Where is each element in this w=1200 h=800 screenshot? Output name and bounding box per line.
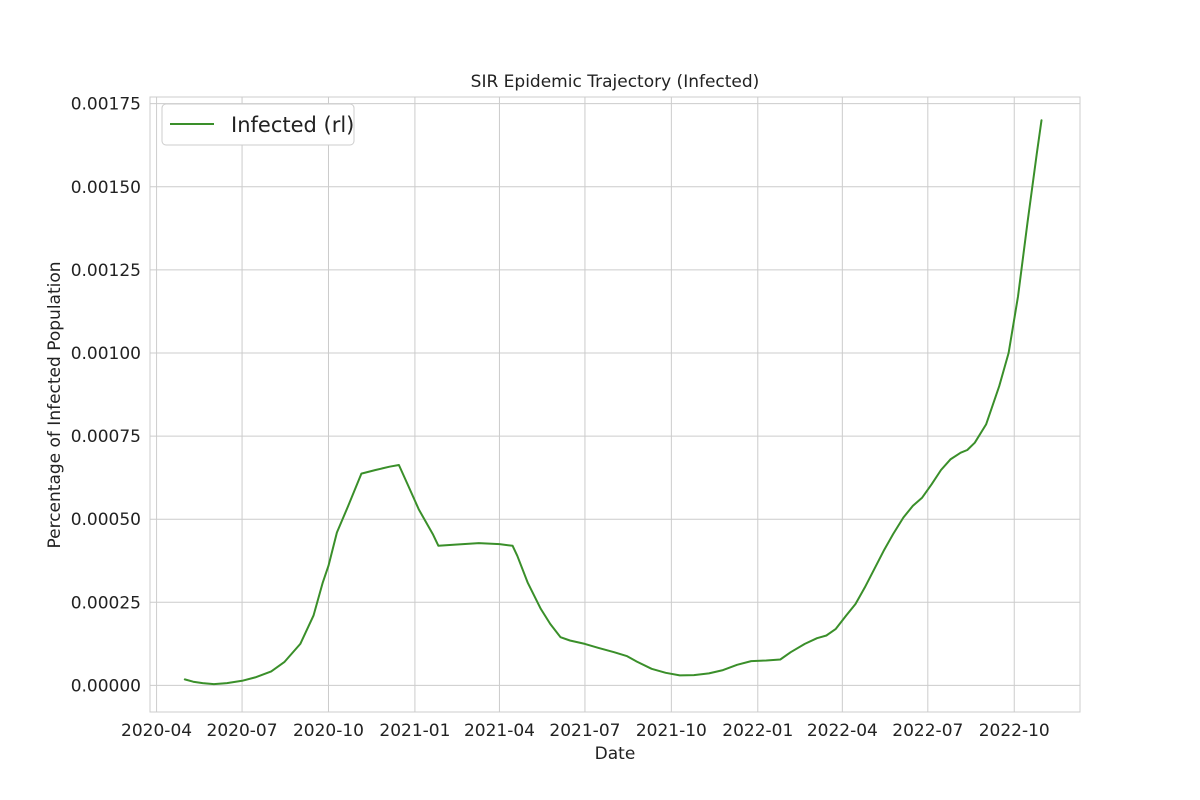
y-tick-label: 0.00125 [71, 261, 141, 281]
x-tick-label: 2021-10 [636, 721, 707, 741]
y-tick-label: 0.00075 [71, 427, 141, 447]
legend-label: Infected (rl) [231, 113, 354, 137]
legend-box [161, 103, 355, 146]
y-axis-label: Percentage of Infected Population [45, 261, 65, 548]
grid-lines [150, 97, 1080, 712]
y-axis-ticks: 0.00000 0.00025 0.00050 0.00075 0.00100 0.001… [71, 95, 141, 697]
series-line-infected [183, 119, 1043, 686]
x-tick-label: 2022-04 [807, 721, 878, 741]
y-tick-label: 0.00050 [71, 510, 141, 530]
y-tick-label: 0.00100 [71, 344, 141, 364]
y-tick-label: 0.00025 [71, 593, 141, 613]
x-tick-label: 2020-07 [207, 721, 278, 741]
x-axis-ticks: 2020-04 2020-07 2020-10 2021-01 2021-04 2021-… [121, 721, 1050, 741]
x-tick-label: 2021-07 [549, 721, 620, 741]
x-tick-label: 2022-01 [722, 721, 793, 741]
y-tick-label: 0.00150 [71, 178, 141, 198]
chart-title: SIR Epidemic Trajectory (Infected) [471, 72, 760, 92]
x-axis-label: Date [595, 744, 636, 764]
x-tick-label: 2020-04 [121, 721, 192, 741]
x-tick-label: 2022-07 [892, 721, 963, 741]
x-tick-label: 2021-04 [464, 721, 535, 741]
x-tick-label: 2021-01 [379, 721, 450, 741]
series-layer [183, 119, 1043, 686]
x-tick-label: 2022-10 [979, 721, 1050, 741]
plot-area [149, 96, 1081, 713]
x-tick-label: 2020-10 [293, 721, 364, 741]
legend: Infected (rl) [161, 103, 355, 146]
y-tick-label: 0.00000 [71, 676, 141, 696]
y-tick-label: 0.00175 [71, 95, 141, 115]
